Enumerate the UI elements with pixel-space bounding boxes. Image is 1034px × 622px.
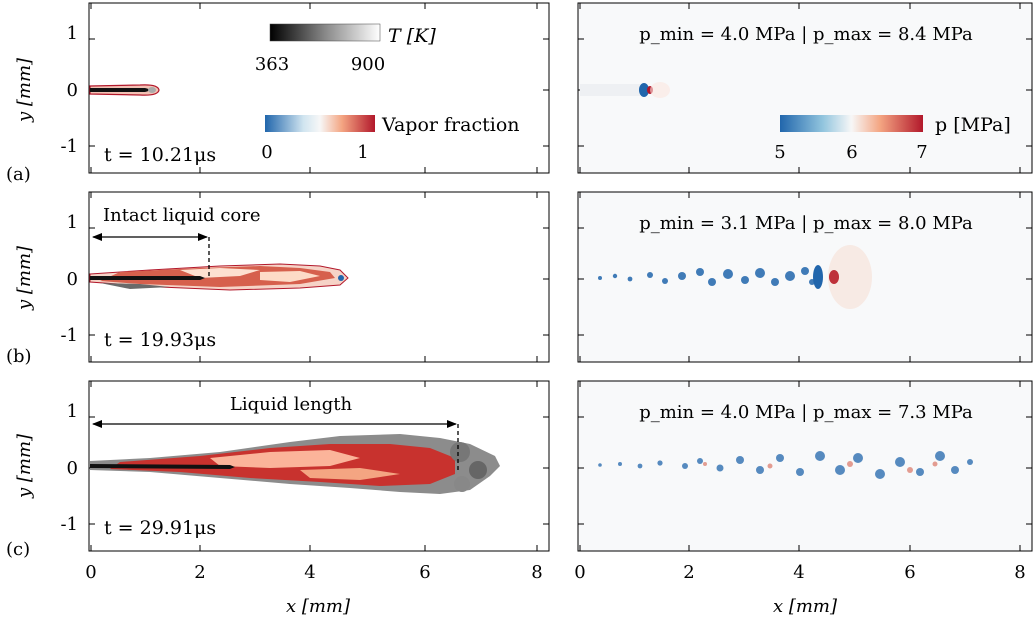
vapor-colorbar xyxy=(265,115,375,132)
pressure-tick-7: 7 xyxy=(916,142,927,163)
pressure-range-c: p_min = 4.0 MPa | p_max = 7.3 MPa xyxy=(639,402,973,423)
temperature-colorbar xyxy=(269,23,381,42)
time-c: t = 29.91μs xyxy=(104,517,216,539)
pressure-range-b: p_min = 3.1 MPa | p_max = 8.0 MPa xyxy=(639,213,973,234)
spray-b xyxy=(89,263,349,291)
intact-core-arrow xyxy=(92,233,210,278)
x-tick-left-2: 2 xyxy=(194,562,205,583)
x-tick-right-4: 4 xyxy=(793,562,804,583)
pressure-colorbar xyxy=(780,115,923,132)
pressure-tick-5: 5 xyxy=(774,142,785,163)
temperature-max: 900 xyxy=(351,54,385,75)
y-tick-a-1: 1 xyxy=(67,23,78,44)
x-tick-right-6: 6 xyxy=(904,562,915,583)
liquid-length-label: Liquid length xyxy=(230,394,353,415)
pressure-range-a: p_min = 4.0 MPa | p_max = 8.4 MPa xyxy=(639,24,973,45)
x-tick-right-2: 2 xyxy=(683,562,694,583)
spray-c xyxy=(90,434,500,494)
temperature-label: T [K] xyxy=(388,25,436,47)
pressure-tick-6: 6 xyxy=(846,142,857,163)
x-tick-left-6: 6 xyxy=(419,562,430,583)
ylabel-a: y [mm] xyxy=(14,57,35,123)
pressure-a xyxy=(580,82,670,98)
y-tick-b-m1: -1 xyxy=(60,325,78,346)
ylabel-b: y [mm] xyxy=(14,245,35,311)
panel-c-right xyxy=(577,380,1033,552)
panel-label-c: (c) xyxy=(6,539,30,560)
intact-core-label: Intact liquid core xyxy=(103,205,261,226)
y-tick-labels: 1 0 -1 1 0 -1 1 0 -1 xyxy=(60,23,78,535)
y-tick-c-m1: -1 xyxy=(60,514,78,535)
panel-b-right xyxy=(577,191,1033,363)
y-tick-c-0: 0 xyxy=(67,458,78,479)
x-tick-left-8: 8 xyxy=(531,562,542,583)
spray-a xyxy=(89,84,160,96)
y-tick-b-1: 1 xyxy=(67,212,78,233)
y-tick-a-m1: -1 xyxy=(60,136,78,157)
time-b: t = 19.93μs xyxy=(104,329,216,351)
vapor-min: 0 xyxy=(261,142,272,163)
y-tick-c-1: 1 xyxy=(67,401,78,422)
x-tick-left-4: 4 xyxy=(304,562,315,583)
xlabel-left: x [mm] xyxy=(286,596,351,617)
time-a: t = 10.21μs xyxy=(104,144,216,166)
vapor-max: 1 xyxy=(357,142,368,163)
pressure-label: p [MPa] xyxy=(935,114,1011,136)
x-tick-right-0: 0 xyxy=(574,562,585,583)
panel-label-b: (b) xyxy=(6,346,32,367)
x-tick-labels: 0 2 4 6 8 0 2 4 6 8 xyxy=(85,562,1025,583)
ylabel-c: y [mm] xyxy=(14,433,35,499)
y-tick-a-0: 0 xyxy=(67,80,78,101)
pressure-c xyxy=(598,451,973,479)
y-tick-b-0: 0 xyxy=(67,269,78,290)
x-tick-right-8: 8 xyxy=(1014,562,1025,583)
temperature-min: 363 xyxy=(255,54,289,75)
panel-label-a: (a) xyxy=(6,164,31,185)
xlabel-right: x [mm] xyxy=(773,596,838,617)
liquid-length-arrow xyxy=(92,420,459,470)
x-tick-left-0: 0 xyxy=(85,562,96,583)
vapor-label: Vapor fraction xyxy=(381,114,520,136)
pressure-b xyxy=(598,245,872,309)
